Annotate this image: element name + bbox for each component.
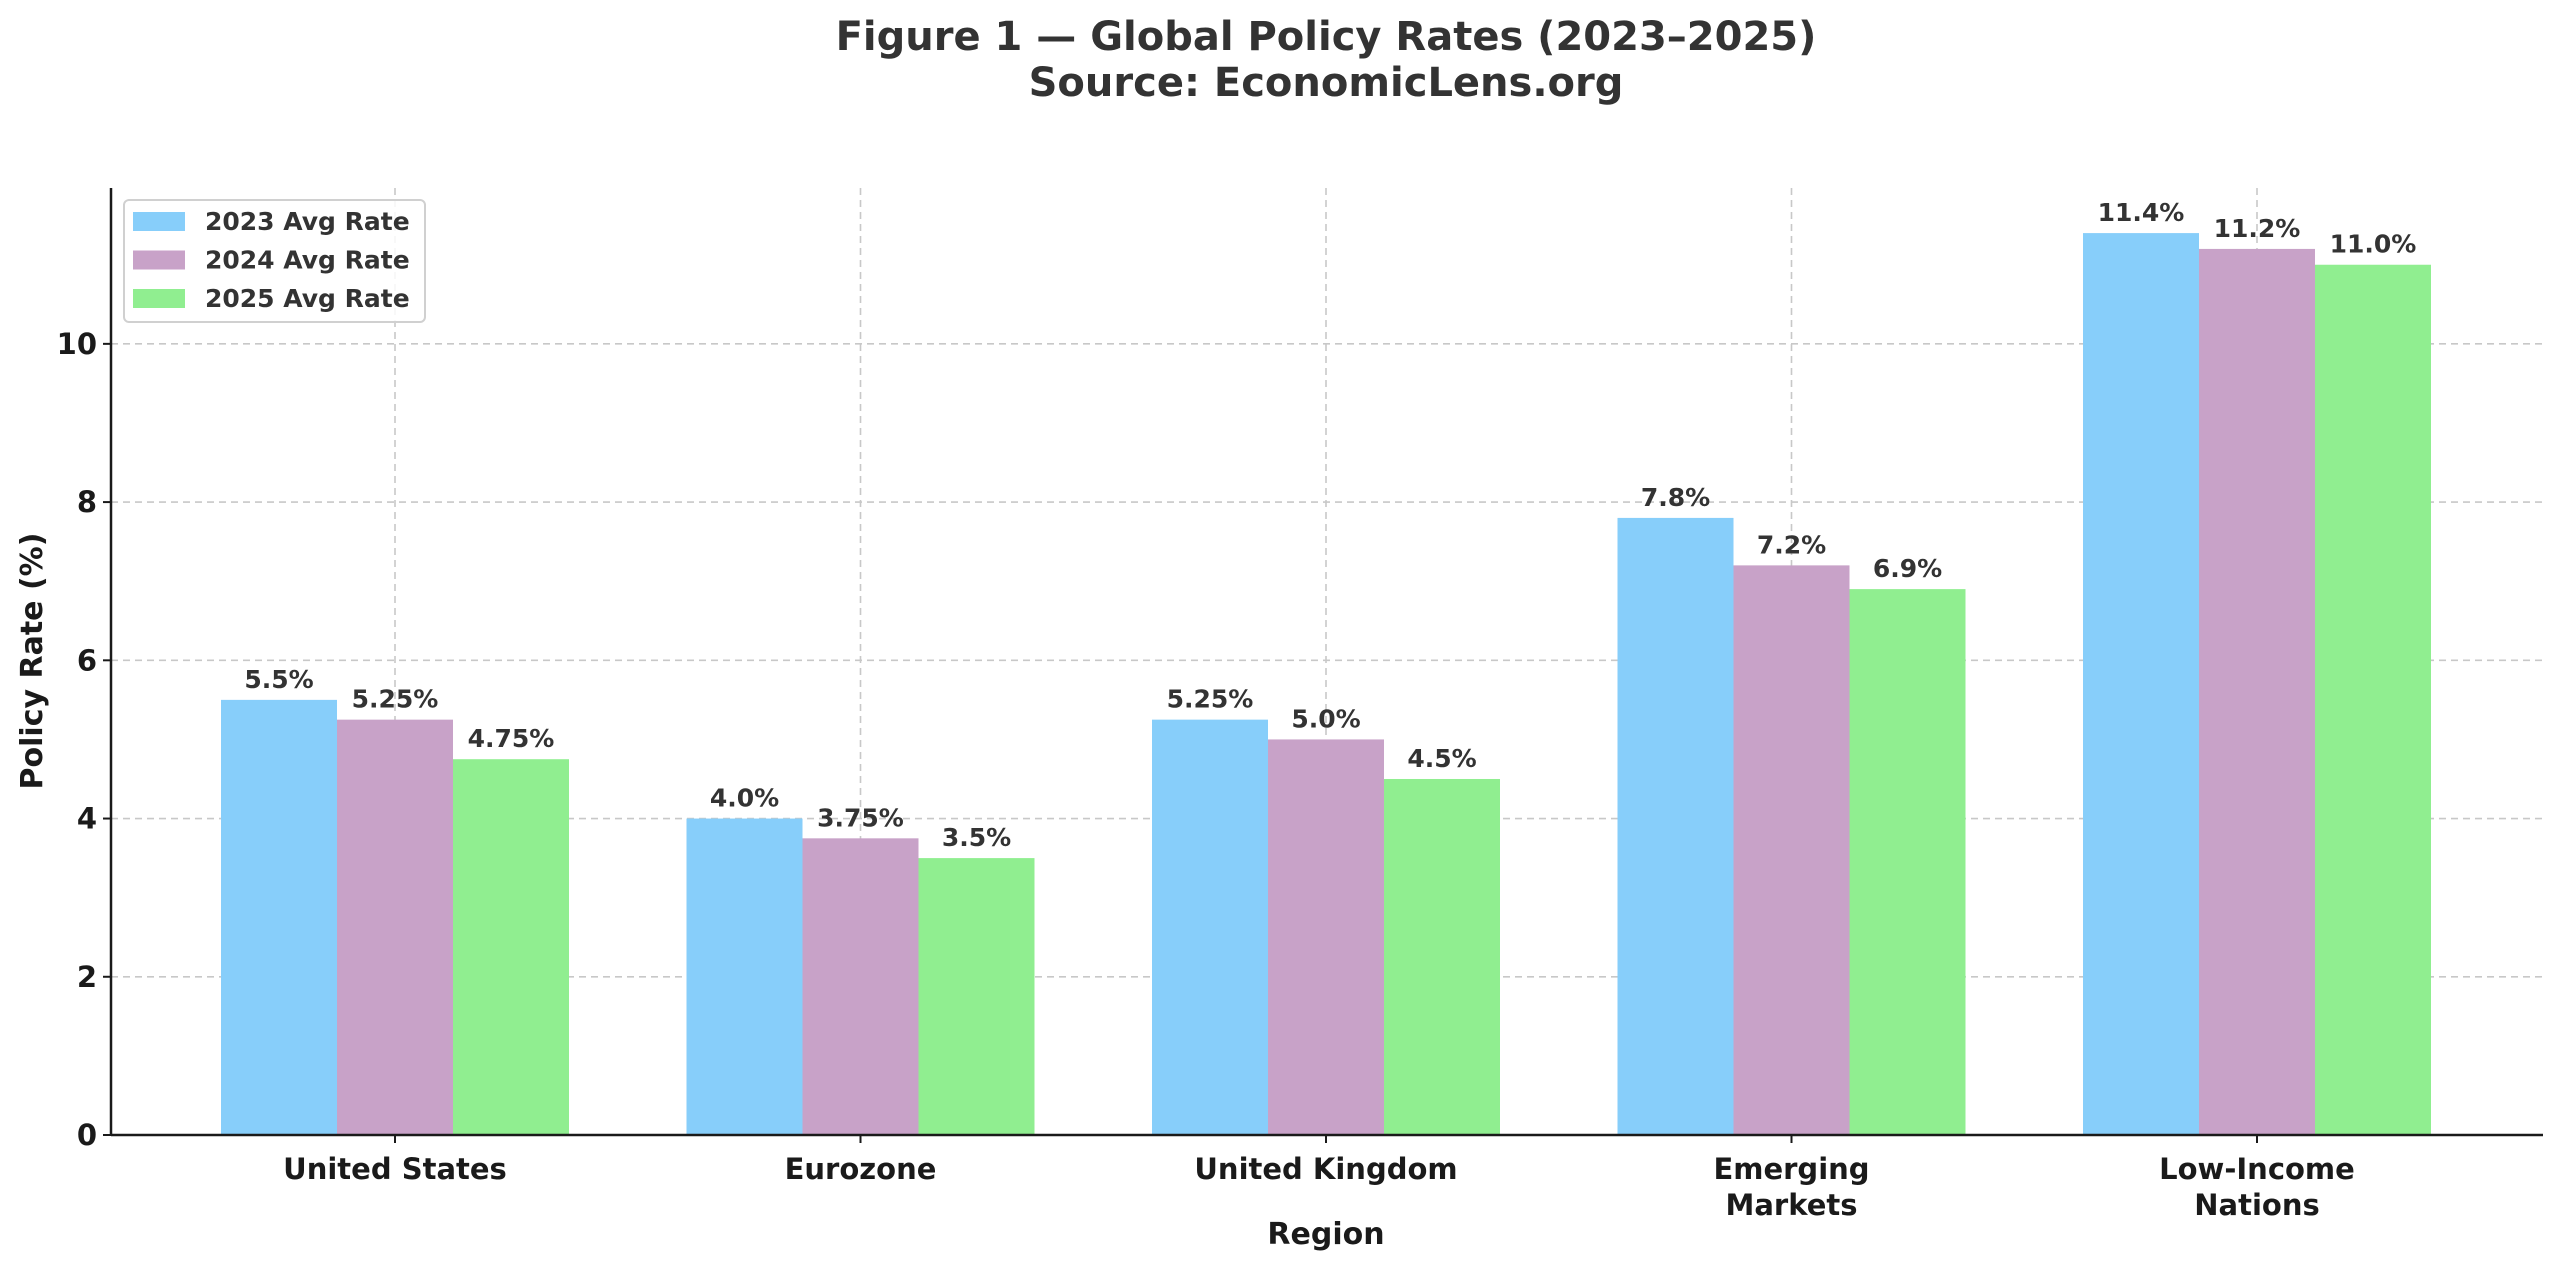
value-label: 4.5% bbox=[1407, 744, 1476, 773]
value-label: 11.4% bbox=[2098, 198, 2185, 227]
legend-swatch bbox=[133, 212, 185, 231]
value-label: 11.2% bbox=[2214, 214, 2301, 243]
bar bbox=[1617, 517, 1734, 1135]
axes: 0 2 4 6 8 10 United States Eurozone United Kingd… bbox=[57, 188, 2543, 1222]
value-label: 5.5% bbox=[244, 665, 313, 694]
value-label: 5.25% bbox=[1167, 685, 1254, 714]
y-tick-label: 0 bbox=[77, 1118, 97, 1152]
y-tick-label: 2 bbox=[77, 960, 97, 994]
value-label: 4.75% bbox=[468, 724, 555, 753]
bar bbox=[2199, 248, 2315, 1136]
bar bbox=[453, 759, 569, 1135]
value-label: 6.9% bbox=[1873, 554, 1942, 583]
value-label: 5.25% bbox=[352, 685, 439, 714]
bar bbox=[2315, 264, 2431, 1135]
legend-box bbox=[123, 199, 426, 323]
chart-subtitle: Source: EconomicLens.org bbox=[1029, 60, 1624, 106]
y-tick-label: 10 bbox=[57, 327, 97, 361]
bars bbox=[221, 233, 2431, 1136]
x-tick-label: Low-Income bbox=[2159, 1152, 2355, 1186]
legend-label: 2023 Avg Rate bbox=[205, 207, 410, 236]
legend-swatch bbox=[133, 289, 185, 308]
legend-swatch bbox=[133, 250, 185, 270]
bar bbox=[1268, 739, 1384, 1135]
value-label: 7.2% bbox=[1757, 530, 1826, 559]
bar bbox=[1849, 589, 1966, 1135]
x-tick-label: United States bbox=[283, 1152, 507, 1186]
x-tick-label: Emerging bbox=[1713, 1152, 1869, 1186]
bar bbox=[1733, 565, 1850, 1135]
bar bbox=[221, 699, 337, 1135]
value-label: 3.75% bbox=[817, 803, 904, 832]
legend-label: 2025 Avg Rate bbox=[205, 284, 410, 313]
legend: 2023 Avg Rate 2024 Avg Rate 2025 Avg Rate bbox=[123, 199, 426, 323]
bar bbox=[2083, 233, 2199, 1136]
y-tick-label: 8 bbox=[77, 485, 97, 519]
value-label: 3.5% bbox=[942, 823, 1011, 852]
value-label: 11.0% bbox=[2330, 230, 2417, 259]
bar bbox=[1152, 719, 1268, 1135]
value-label: 4.0% bbox=[710, 784, 779, 813]
legend-label: 2024 Avg Rate bbox=[205, 246, 410, 275]
x-tick-label: Markets bbox=[1725, 1188, 1857, 1222]
value-label: 5.0% bbox=[1291, 704, 1360, 733]
x-tick-label: Nations bbox=[2194, 1188, 2319, 1222]
y-axis-label: Policy Rate (%) bbox=[15, 533, 50, 790]
x-tick-label: United Kingdom bbox=[1194, 1152, 1457, 1186]
x-axis-label: Region bbox=[1267, 1217, 1384, 1252]
bar bbox=[918, 858, 1035, 1135]
bar bbox=[1384, 778, 1500, 1135]
x-tick-label: Eurozone bbox=[785, 1152, 937, 1186]
bar bbox=[686, 818, 803, 1135]
y-tick-label: 4 bbox=[77, 802, 97, 836]
bar bbox=[337, 719, 453, 1135]
bar bbox=[802, 838, 919, 1135]
value-label: 7.8% bbox=[1641, 483, 1710, 512]
value-labels: 5.5% 4.0% 5.25% 7.8% 11.4% 5.25% 3.75% 5.0% 7.2%… bbox=[244, 198, 2416, 852]
y-tick-label: 6 bbox=[77, 643, 97, 677]
chart-title: Figure 1 — Global Policy Rates (2023–202… bbox=[836, 14, 1817, 60]
